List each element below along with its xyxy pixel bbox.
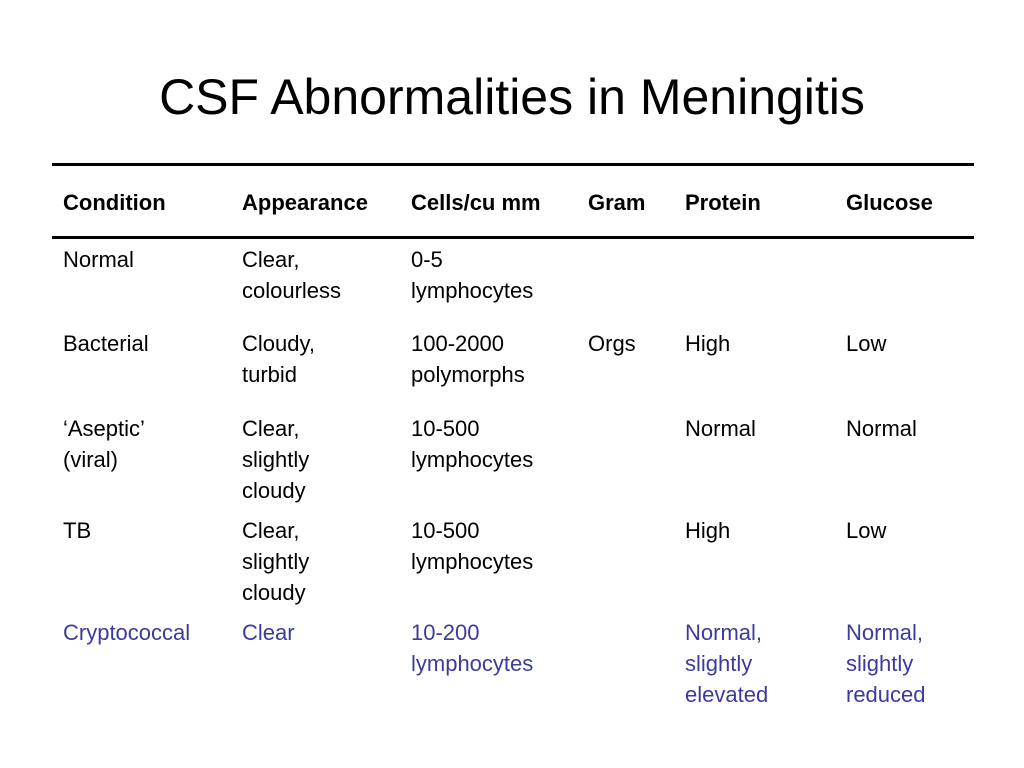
cell-condition: ‘Aseptic’ (viral): [63, 416, 145, 472]
cell-gram: Orgs: [588, 331, 636, 356]
cell-condition: Normal: [63, 247, 134, 272]
cell-cells: 10-500 lymphocytes: [411, 518, 534, 574]
cell-cells: 10-200 lymphocytes: [411, 620, 534, 676]
cell-glucose: Low: [846, 518, 887, 543]
cell-glucose: Normal, slightly reduced: [846, 620, 926, 707]
header-gram: Gram: [588, 190, 646, 215]
header-protein: Protein: [685, 190, 761, 215]
header-cells: Cells/cu mm: [411, 190, 541, 215]
header-appearance: Appearance: [242, 190, 368, 215]
header-glucose: Glucose: [846, 190, 933, 215]
cell-protein: Normal, slightly elevated: [685, 620, 769, 707]
cell-cells: 100-2000 polymorphs: [411, 331, 525, 387]
table-top-rule: [52, 163, 974, 166]
cell-glucose: Normal: [846, 416, 917, 441]
cell-protein: High: [685, 331, 731, 356]
cell-appearance: Clear, slightly cloudy: [242, 416, 310, 503]
cell-protein: Normal: [685, 416, 756, 441]
cell-condition: Cryptococcal: [63, 620, 191, 645]
cell-condition: Bacterial: [63, 331, 149, 356]
cell-cells: 10-500 lymphocytes: [411, 416, 534, 472]
slide-title: CSF Abnormalities in Meningitis: [159, 69, 865, 125]
cell-protein: High: [685, 518, 731, 543]
cell-appearance: Clear, slightly cloudy: [242, 518, 310, 605]
table-header-rule: [52, 236, 974, 239]
cell-appearance: Clear, colourless: [242, 247, 342, 303]
cell-appearance: Clear: [242, 620, 295, 645]
cell-condition: TB: [63, 518, 92, 543]
cell-appearance: Cloudy, turbid: [242, 331, 315, 387]
cell-glucose: Low: [846, 331, 887, 356]
cell-cells: 0-5 lymphocytes: [411, 247, 534, 303]
header-condition: Condition: [63, 190, 166, 215]
